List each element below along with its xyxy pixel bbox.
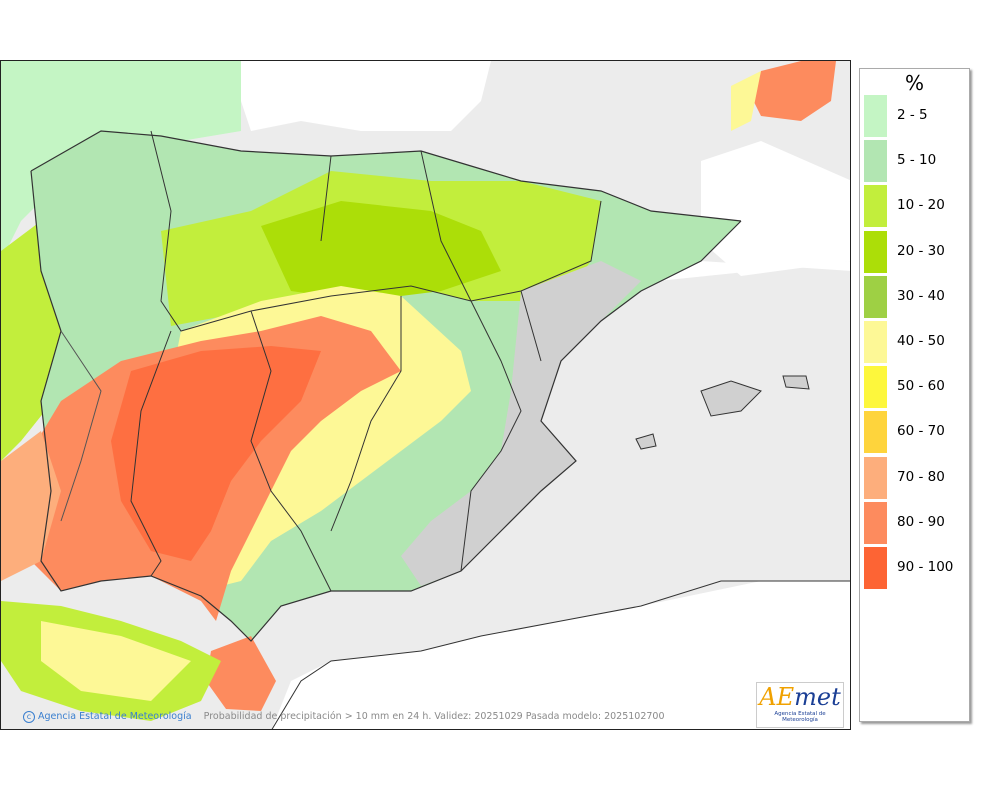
legend-label: 80 - 90 [897,513,945,530]
legend-swatch [864,230,887,273]
probability-area-20-30 [261,201,501,301]
probability-area-80-90 [751,61,836,121]
legend-item: 50 - 60 [864,366,968,410]
legend-item: 90 - 100 [864,547,968,591]
map-svg [1,61,850,729]
legend-label: 5 - 10 [897,152,937,169]
probability-area-90-100 [111,346,321,561]
legend-item: 5 - 10 [864,140,968,184]
legend-item: 30 - 40 [864,275,968,320]
africa-coastline [271,580,850,729]
map-description: Probabilidad de precipitación > 10 mm en… [203,711,665,722]
legend-swatch [864,140,887,183]
legend-swatch [864,321,887,363]
legend: % 2 - 5 5 - 10 10 - 20 20 - 30 30 - 40 40 - 5… [859,68,970,722]
legend-swatch [864,185,887,228]
balearic-island [635,433,657,450]
legend-label: 20 - 30 [897,242,945,259]
balearic-island [700,380,762,417]
agency-name: Agencia Estatal de Meteorología [38,711,192,722]
probability-area-80-90 [206,636,276,711]
legend-swatch [864,275,887,318]
legend-item: 20 - 30 [864,230,968,275]
legend-item: 80 - 90 [864,501,968,546]
legend-label: 50 - 60 [897,378,945,395]
legend-label: 2 - 5 [897,107,928,123]
legend-label: 30 - 40 [897,287,945,304]
legend-swatch [864,366,887,409]
probability-area-40-50 [41,621,191,701]
no-data-area [701,141,850,276]
legend-swatch [864,547,887,589]
legend-label: 10 - 20 [897,197,945,214]
legend-swatch [864,501,887,544]
portugal-border [60,330,102,522]
balearic-island [782,375,810,390]
probability-area-70-80 [1,431,61,581]
legend-item: 2 - 5 [864,95,968,139]
copyright-icon: c [23,711,35,723]
legend-swatch [864,411,887,454]
legend-swatch [864,456,887,499]
probability-area-40-50 [731,71,761,131]
legend-label: 70 - 80 [897,468,945,485]
legend-swatch [864,95,887,137]
legend-item: 40 - 50 [864,321,968,365]
legend-label: 90 - 100 [897,559,954,575]
no-data-area [241,61,491,131]
legend-item: 60 - 70 [864,411,968,455]
legend-title: % [904,71,924,95]
map-footer: c Agencia Estatal de Meteorología Probabi… [23,711,665,723]
aemet-logo: AEmet Agencia Estatal de Meteorología [756,682,844,728]
legend-label: 40 - 50 [897,333,945,349]
legend-item: 10 - 20 [864,185,968,229]
no-data-area [271,261,850,729]
region-borders [130,130,602,592]
probability-area-below-2 [401,261,641,586]
legend-label: 60 - 70 [897,423,945,440]
legend-item: 70 - 80 [864,456,968,501]
